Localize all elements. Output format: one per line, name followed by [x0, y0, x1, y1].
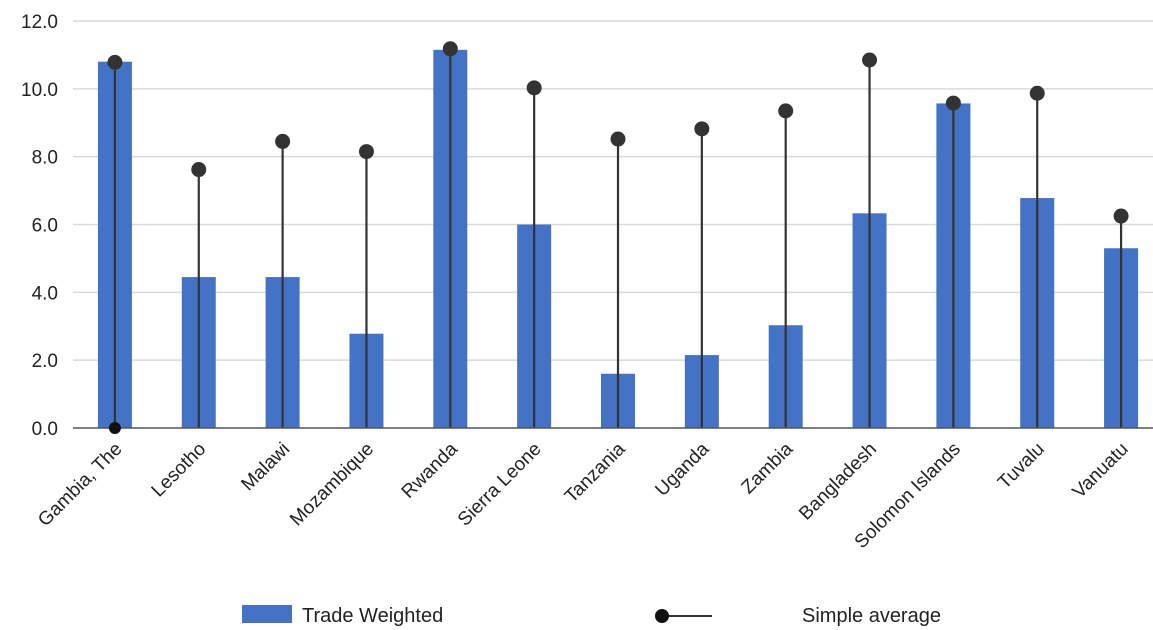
y-tick-label: 0.0 [32, 419, 58, 440]
y-tick-label: 6.0 [32, 216, 58, 237]
marker-simple-average [191, 162, 207, 178]
x-category-label: Bangladesh [795, 439, 881, 525]
legend: Trade Weighted Simple average [242, 605, 941, 627]
simple-average-stems [113, 48, 1123, 428]
x-category-label: Gambia, The [34, 439, 126, 531]
x-category-label: Vanuatu [1069, 439, 1133, 503]
marker-simple-average [778, 103, 794, 119]
x-category-label: Tuvalu [994, 439, 1049, 494]
x-category-label: Sierra Leone [454, 439, 546, 531]
y-axis-ticks: 0.0 2.0 4.0 6.0 8.0 10.0 12.0 [21, 12, 58, 440]
y-tick-label: 12.0 [21, 12, 58, 33]
marker-simple-average [358, 144, 374, 160]
legend-swatch-trade-weighted [242, 605, 292, 623]
legend-swatch-simple-average-dot [655, 609, 669, 623]
marker-base-dot [108, 422, 121, 434]
y-tick-label: 10.0 [21, 80, 58, 101]
x-category-label: Uganda [651, 438, 713, 500]
y-tick-label: 4.0 [32, 283, 58, 304]
legend-label-trade-weighted: Trade Weighted [302, 605, 443, 627]
x-category-label: Rwanda [398, 438, 462, 502]
x-category-label: Lesotho [148, 439, 211, 502]
simple-average-markers [107, 41, 1129, 434]
legend-label-simple-average: Simple average [802, 605, 941, 627]
x-category-label: Zambia [738, 438, 798, 498]
y-tick-label: 2.0 [32, 351, 58, 372]
marker-simple-average [610, 131, 626, 147]
x-category-label: Malawi [237, 439, 294, 496]
marker-simple-average [442, 41, 458, 57]
y-tick-label: 8.0 [32, 148, 58, 169]
marker-simple-average [694, 121, 710, 137]
marker-simple-average [275, 133, 291, 149]
marker-simple-average [1113, 208, 1129, 224]
x-category-label: Tanzania [561, 438, 630, 507]
marker-simple-average [862, 52, 878, 68]
marker-simple-average [945, 95, 961, 111]
gridlines [73, 20, 1153, 361]
marker-simple-average [107, 54, 123, 70]
marker-simple-average [1029, 85, 1045, 101]
x-category-label: Mozambique [286, 439, 378, 531]
marker-simple-average [526, 80, 542, 96]
